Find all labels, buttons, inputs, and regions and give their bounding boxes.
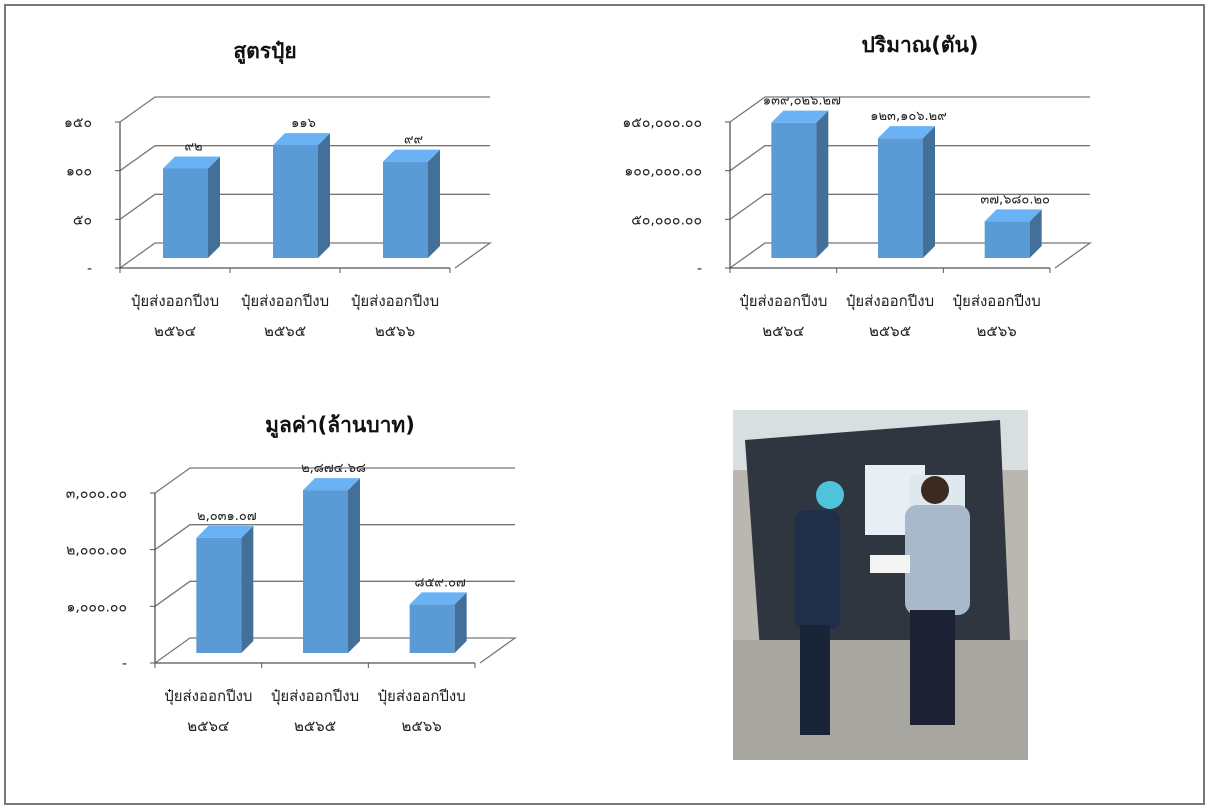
bar-side bbox=[454, 592, 467, 653]
bar-side bbox=[208, 156, 220, 258]
grid-line bbox=[154, 524, 515, 551]
chart-title: สูตรปุ๋ย bbox=[233, 39, 296, 65]
bar-top bbox=[878, 126, 935, 139]
y-tick-label: - bbox=[697, 261, 702, 277]
grid-line bbox=[729, 96, 1090, 123]
data-label: ๙๙ bbox=[404, 133, 423, 148]
grid-line bbox=[154, 580, 515, 607]
y-tick-label: ๑๐๐,๐๐๐.๐๐ bbox=[624, 164, 702, 180]
bar-side bbox=[816, 110, 829, 259]
bar-top bbox=[409, 592, 467, 605]
bar-top bbox=[196, 525, 254, 538]
data-label: ๑๒๓,๑๐๖.๒๙ bbox=[870, 109, 947, 124]
y-tick-label: - bbox=[87, 261, 92, 277]
y-tick-label: - bbox=[122, 656, 127, 672]
bar bbox=[771, 122, 817, 259]
bar-top bbox=[163, 156, 220, 169]
x-tick-label: ปุ๋ยส่งออกปีงบ ๒๕๖๖ bbox=[350, 292, 440, 340]
bar bbox=[984, 221, 1030, 258]
bar-side bbox=[348, 478, 360, 653]
bar-side bbox=[318, 133, 330, 258]
x-tick-label: ปุ๋ยส่งออกปีงบ ๒๕๖๕ bbox=[240, 292, 330, 340]
data-label: ๒,๐๓๑.๐๗ bbox=[197, 509, 257, 524]
x-tick-label: ปุ๋ยส่งออกปีงบ ๒๕๖๔ bbox=[739, 292, 828, 340]
y-tick-label: ๕๐,๐๐๐.๐๐ bbox=[631, 212, 702, 228]
data-label: ๑๓๙,๐๒๖.๒๗ bbox=[763, 94, 841, 109]
grid-line bbox=[119, 96, 490, 123]
data-label: ๑๑๖ bbox=[291, 116, 316, 131]
bar bbox=[196, 537, 242, 653]
x-tick-label: ปุ๋ยส่งออกปีงบ ๒๕๖๕ bbox=[270, 687, 360, 735]
grid-line bbox=[729, 193, 1090, 220]
bar-top bbox=[383, 149, 440, 162]
bar-side bbox=[241, 525, 254, 653]
x-tick-label: ปุ๋ยส่งออกปีงบ ๒๕๖๔ bbox=[164, 687, 253, 735]
grid-line bbox=[119, 193, 490, 220]
bar-top bbox=[273, 133, 330, 146]
data-label: ๓๗,๖๘๐.๒๐ bbox=[980, 192, 1050, 207]
photo bbox=[733, 410, 1028, 760]
y-tick-label: ๓,๐๐๐.๐๐ bbox=[66, 486, 127, 502]
chart-title: มูลค่า(ล้านบาท) bbox=[265, 413, 415, 439]
x-tick-label: ปุ๋ยส่งออกปีงบ ๒๕๖๕ bbox=[845, 292, 935, 340]
y-tick-label: ๑,๐๐๐.๐๐ bbox=[66, 599, 127, 615]
bar-side bbox=[428, 149, 440, 258]
chart-title: ปริมาณ(ตัน) bbox=[862, 33, 979, 57]
bar bbox=[878, 138, 923, 258]
x-tick-label: ปุ๋ยส่งออกปีงบ ๒๕๖๖ bbox=[377, 687, 466, 735]
grid-line bbox=[154, 467, 515, 494]
bar bbox=[163, 168, 208, 258]
bar-top bbox=[771, 110, 829, 123]
y-tick-label: ๑๐๐ bbox=[66, 164, 92, 180]
bar-side bbox=[923, 126, 935, 258]
bar bbox=[383, 161, 428, 258]
y-tick-label: ๑๕๐,๐๐๐.๐๐ bbox=[622, 115, 702, 131]
grid-line bbox=[119, 145, 490, 172]
bar bbox=[273, 145, 318, 258]
grid-line bbox=[729, 145, 1090, 172]
y-tick-label: ๕๐ bbox=[73, 212, 92, 228]
bar-top bbox=[984, 209, 1042, 222]
bar bbox=[303, 490, 348, 653]
data-label: ๘๕๙.๐๗ bbox=[415, 575, 466, 590]
data-label: ๒,๘๗๔.๖๘ bbox=[301, 461, 366, 476]
bar bbox=[409, 604, 455, 653]
bar-side bbox=[1029, 209, 1042, 258]
data-label: ๙๒ bbox=[184, 139, 202, 154]
bar-top bbox=[303, 478, 360, 491]
y-tick-label: ๑๕๐ bbox=[64, 115, 92, 131]
y-tick-label: ๒,๐๐๐.๐๐ bbox=[66, 543, 127, 559]
x-tick-label: ปุ๋ยส่งออกปีงบ ๒๕๖๖ bbox=[952, 292, 1041, 340]
x-tick-label: ปุ๋ยส่งออกปีงบ ๒๕๖๔ bbox=[130, 292, 220, 340]
